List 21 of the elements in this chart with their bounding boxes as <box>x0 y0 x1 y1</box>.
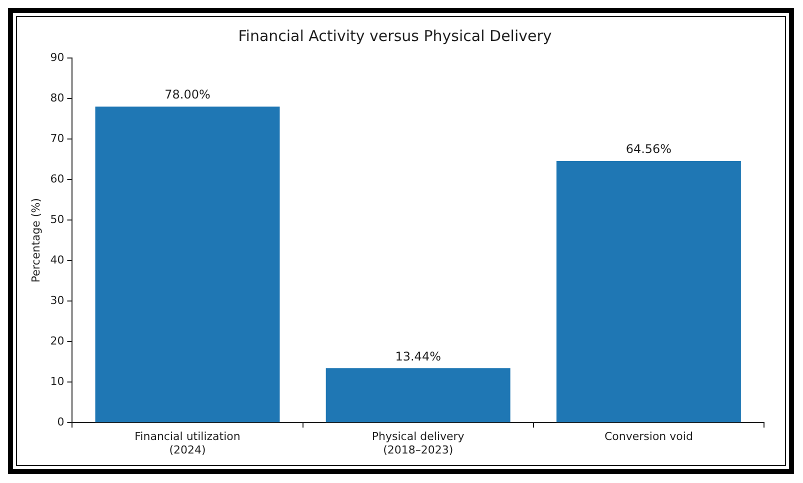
y-axis-title: Percentage (%) <box>29 198 42 283</box>
bar <box>326 368 510 422</box>
x-tick-label: Physical delivery (2018–2023) <box>372 430 465 456</box>
y-tick-label: 20 <box>50 334 64 348</box>
y-tick-label: 30 <box>50 294 64 307</box>
y-tick-label: 90 <box>50 50 64 64</box>
x-tick-label: Financial utilization (2024) <box>134 430 240 456</box>
data-label: 78.00% <box>164 88 210 102</box>
y-tick-label: 80 <box>50 91 64 104</box>
data-label: 13.44% <box>395 349 441 364</box>
y-tick-label: 0 <box>57 415 64 428</box>
y-tick-label: 70 <box>50 132 64 145</box>
y-tick-label: 60 <box>50 172 64 186</box>
x-tick-label: Conversion void <box>604 430 693 444</box>
y-tick-label: 50 <box>50 212 64 226</box>
bar <box>95 106 280 422</box>
data-label: 64.56% <box>626 142 672 156</box>
bar <box>556 161 741 422</box>
y-tick-label: 10 <box>50 374 64 388</box>
y-tick-label: 40 <box>50 253 64 266</box>
chart-title: Financial Activity versus Physical Delivery <box>238 26 552 45</box>
